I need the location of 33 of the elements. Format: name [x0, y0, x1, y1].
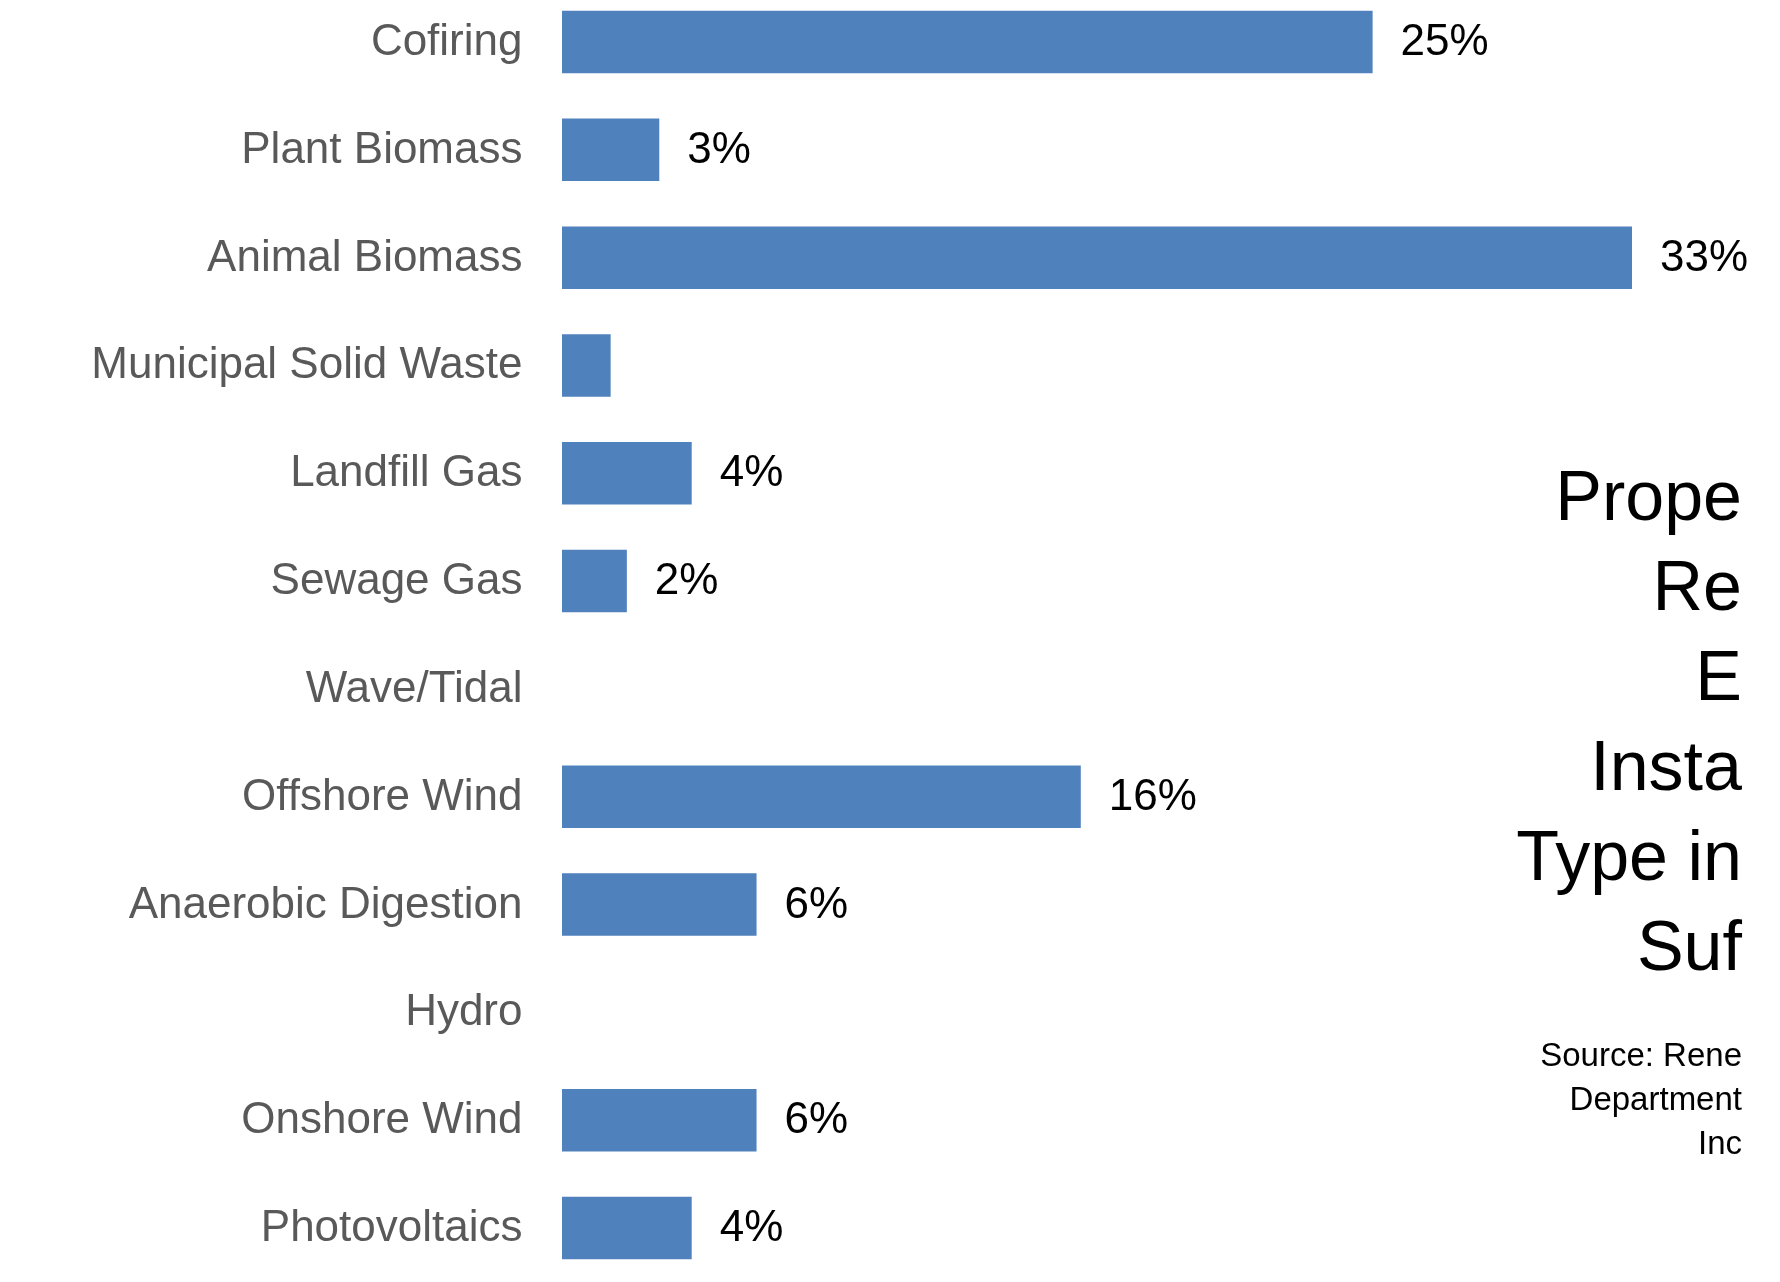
bar	[562, 1196, 692, 1260]
bar	[562, 1088, 757, 1152]
y-tick-label: Offshore Wind	[242, 769, 523, 819]
data-label: 25%	[1400, 15, 1489, 65]
y-tick-label: Plant Biomass	[241, 122, 523, 172]
data-label: 16%	[1108, 769, 1197, 819]
y-tick-label: Landfill Gas	[290, 446, 523, 496]
y-tick-label: Municipal Solid Waste	[91, 338, 523, 388]
y-tick-label: Animal Biomass	[207, 230, 523, 280]
bar	[562, 226, 1632, 289]
y-tick-label: Anaerobic Digestion	[128, 877, 523, 927]
text: Prope Re E Insta Type in Suf	[1516, 457, 1743, 985]
data-label: 33%	[1660, 230, 1749, 280]
data-label: 2%	[654, 554, 719, 604]
data-label: 3%	[687, 122, 751, 172]
y-tick-label: Hydro	[405, 985, 523, 1035]
data-label: 6%	[784, 1093, 849, 1143]
y-tick-label: Wave/Tidal	[305, 661, 523, 711]
bar	[562, 765, 1081, 828]
y-tick-label: Sewage Gas	[270, 554, 523, 604]
annotation: Source: Rene Department Inc	[1540, 1036, 1742, 1161]
data-label: 4%	[719, 1200, 784, 1250]
bar	[562, 10, 1373, 74]
data-label: 4%	[719, 446, 784, 496]
bar	[562, 334, 611, 397]
y-tick-label: Photovoltaics	[260, 1200, 523, 1250]
data-label: 6%	[784, 877, 849, 927]
bar	[562, 118, 660, 182]
y-tick-label: Cofiring	[370, 15, 523, 65]
y-tick-label: Onshore Wind	[241, 1093, 523, 1143]
bar	[562, 549, 627, 613]
bar	[562, 873, 757, 936]
bar	[562, 442, 692, 505]
